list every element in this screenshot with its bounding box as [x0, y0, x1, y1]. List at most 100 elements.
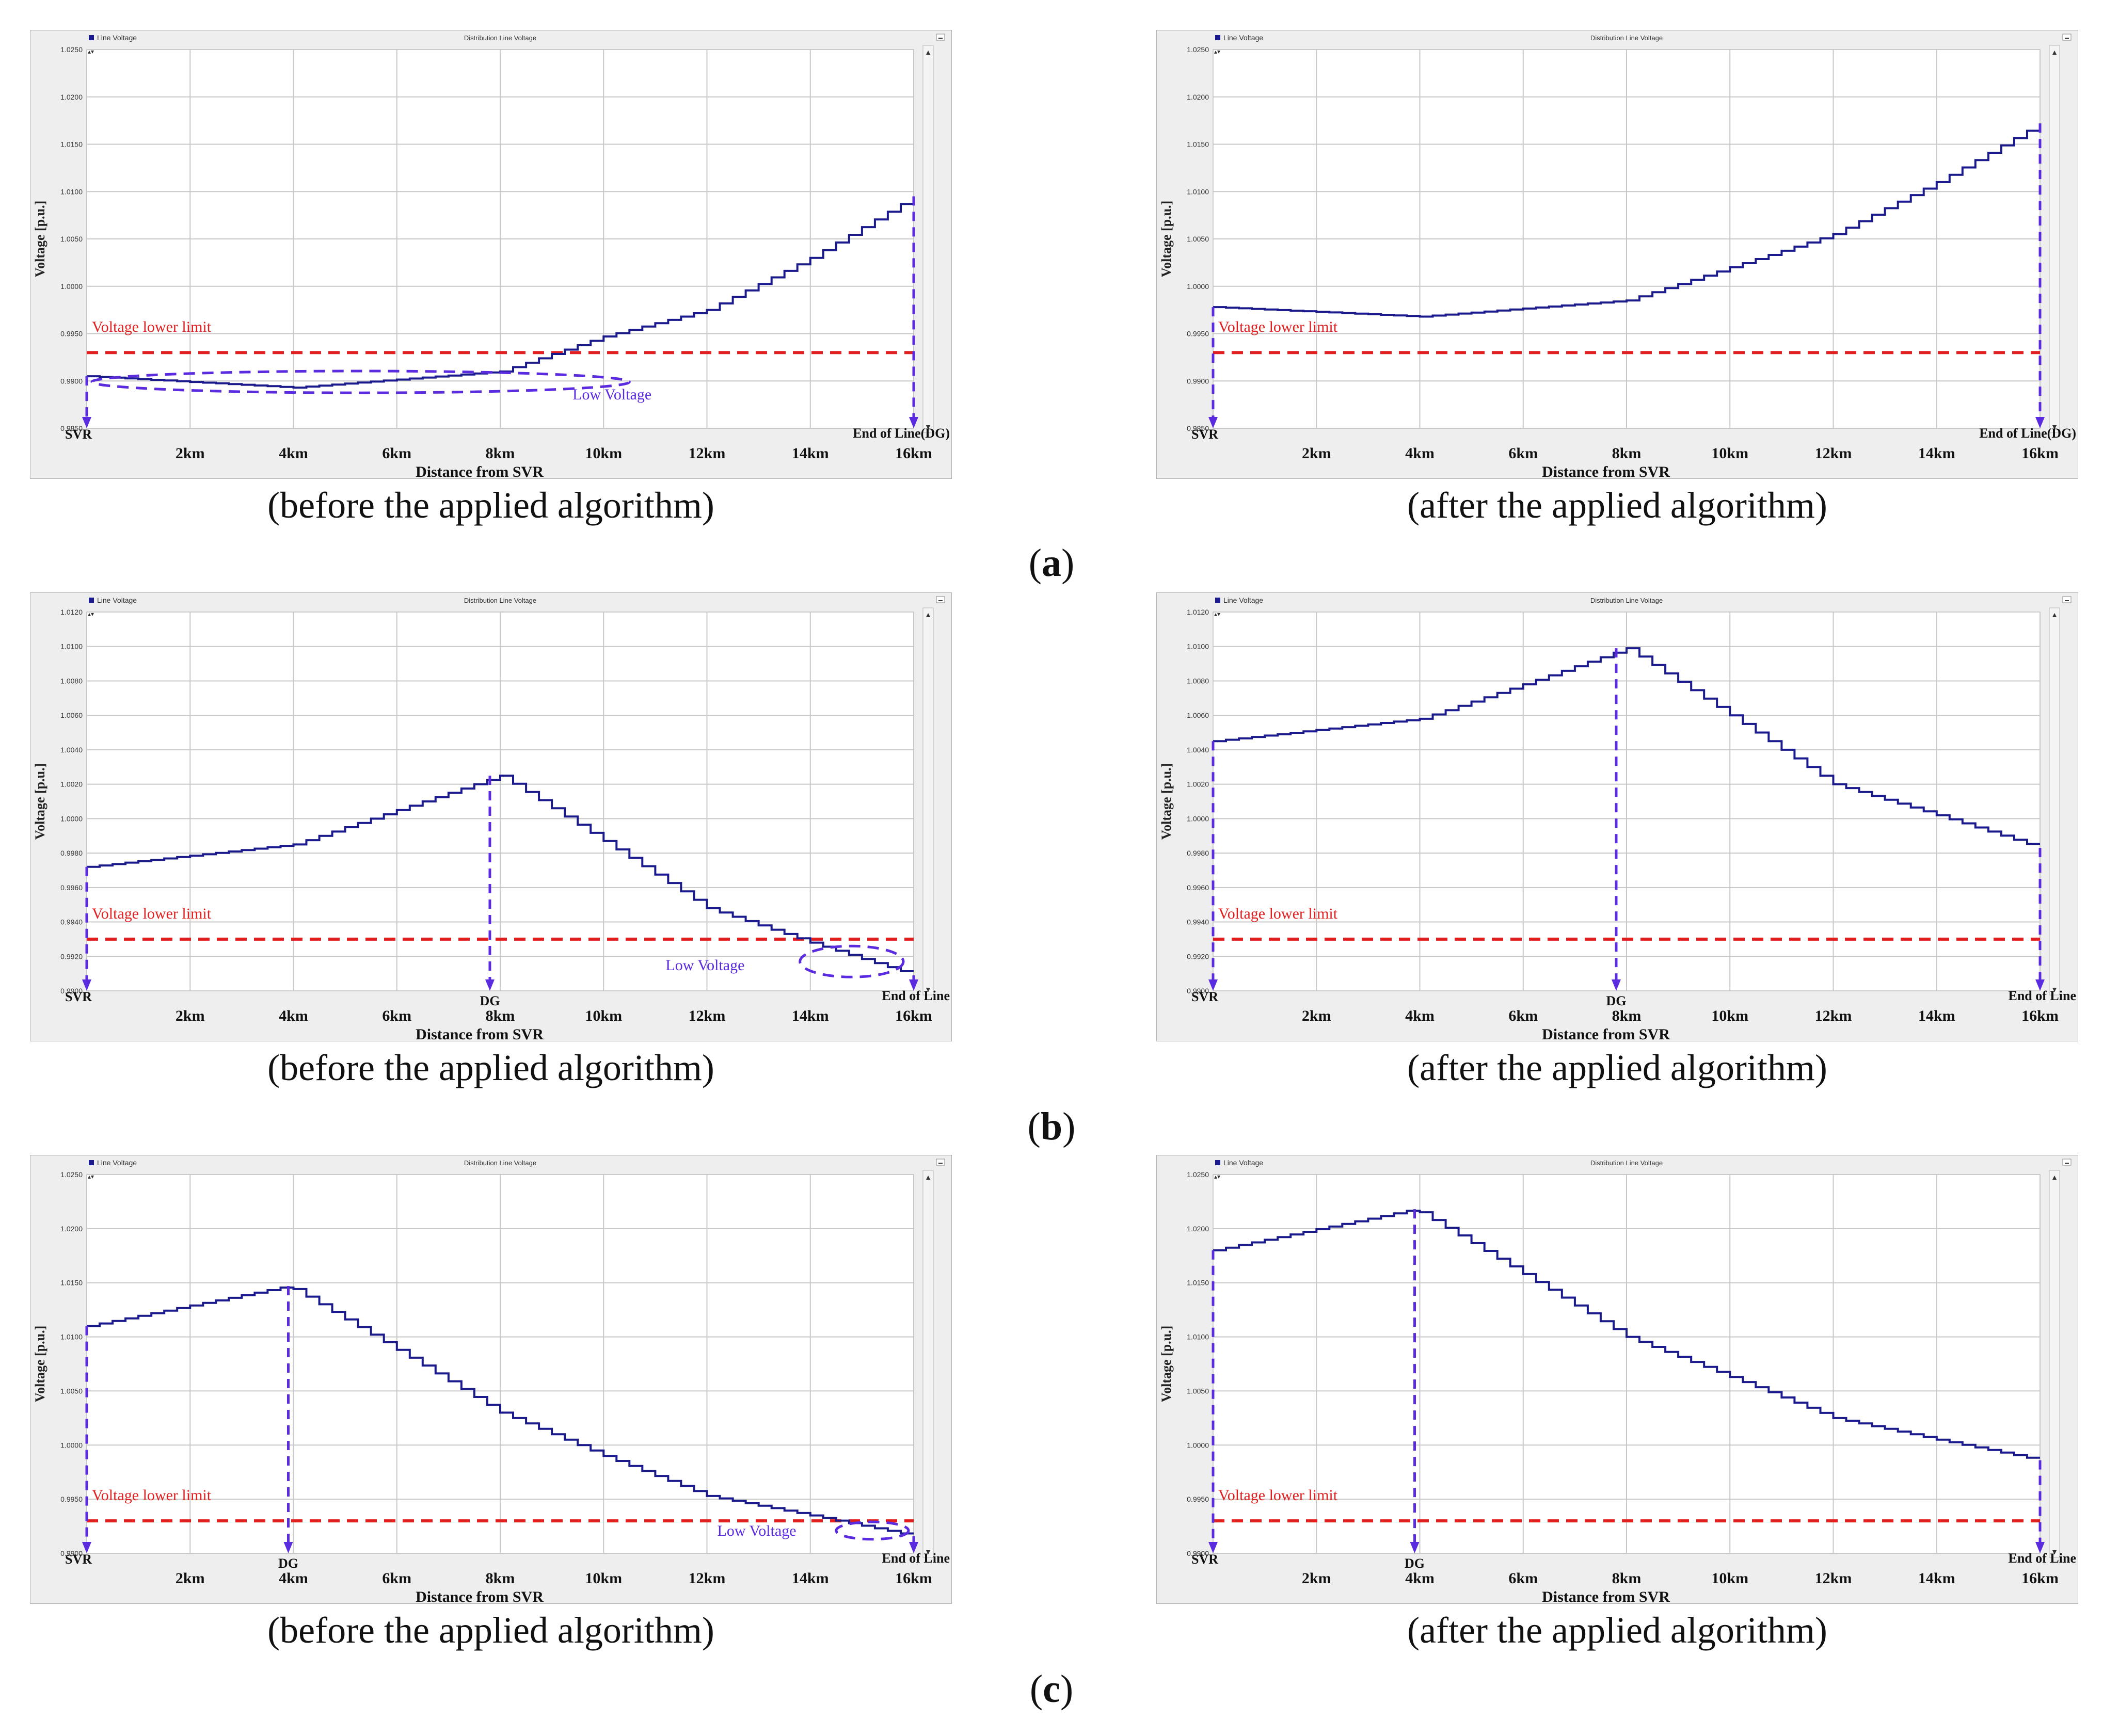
- caption-c-after: (after the applied algorithm): [1407, 1610, 1827, 1651]
- chart-b-before: Distribution Line Voltage ▲ ▼ ▴▾ 0.9900 0.992…: [30, 592, 952, 1041]
- x-tick-label: 8km: [486, 445, 515, 462]
- x-tick-label: 8km: [1612, 445, 1642, 462]
- y-axis-label: Voltage [p.u.]: [1159, 201, 1174, 278]
- x-tick-label: 6km: [382, 1570, 411, 1587]
- scroll-down-icon: ▼: [925, 1549, 932, 1556]
- x-tick-label: 10km: [1711, 445, 1748, 462]
- scrollbar: [2049, 607, 2060, 995]
- x-tick-label: 4km: [1405, 1007, 1435, 1024]
- y-tick-label: 1.0050: [60, 1387, 83, 1395]
- x-tick-label: 10km: [1711, 1007, 1748, 1024]
- caption-c-before: (before the applied algorithm): [267, 1610, 714, 1651]
- y-tick-label: 1.0150: [60, 1279, 83, 1287]
- y-tick-label: 1.0080: [60, 677, 83, 685]
- chart-c-after: Distribution Line Voltage ▲ ▼ ▴▾ 0.9900 0.995…: [1156, 1155, 2078, 1604]
- chart-window-title: Distribution Line Voltage: [1590, 1159, 1663, 1167]
- y-tick-label: 1.0100: [1187, 187, 1209, 196]
- line-voltage-series: [87, 775, 914, 972]
- chart-a-before: Distribution Line Voltage ▲ ▼ ▴▾ 0.9850 0.990…: [30, 30, 952, 479]
- marker-arrow-icon: [82, 417, 91, 428]
- y-tick-label: 1.0150: [1187, 1279, 1209, 1287]
- marker-label: End of Line: [2009, 988, 2077, 1003]
- x-tick-label: 14km: [792, 1570, 829, 1587]
- x-tick-label: 4km: [1405, 1570, 1435, 1587]
- x-axis-label: Distance from SVR: [1542, 1026, 1670, 1041]
- y-tick-label: 1.0060: [1187, 711, 1209, 719]
- x-tick-label: 12km: [1815, 445, 1852, 462]
- y-axis-label: Voltage [p.u.]: [33, 1326, 47, 1403]
- y-tick-label: 0.9920: [60, 952, 83, 960]
- legend-label: Line Voltage: [1223, 596, 1263, 604]
- y-tick-label: 1.0060: [60, 711, 83, 719]
- marker-arrow-icon: [283, 1542, 293, 1553]
- marker-label: DG: [1405, 1556, 1425, 1571]
- y-tick-label: 1.0040: [60, 746, 83, 754]
- marker-label: SVR: [1191, 427, 1218, 442]
- marker-arrow-icon: [909, 979, 918, 991]
- marker-label: SVR: [1191, 989, 1218, 1004]
- y-tick-label: 1.0050: [60, 235, 83, 243]
- voltage-lower-limit-label: Voltage lower limit: [92, 1487, 212, 1504]
- scroll-arrows-icon: ▴▾: [88, 48, 94, 55]
- x-tick-label: 14km: [1918, 445, 1955, 462]
- x-tick-label: 2km: [1302, 1570, 1331, 1587]
- x-tick-label: 6km: [382, 1007, 411, 1024]
- x-tick-label: 8km: [486, 1570, 515, 1587]
- y-tick-label: 1.0250: [60, 45, 83, 54]
- scroll-up-icon: ▲: [2051, 1174, 2058, 1182]
- y-tick-label: 1.0120: [1187, 608, 1209, 616]
- y-tick-label: 0.9920: [1187, 952, 1209, 960]
- y-tick-label: 0.9900: [60, 1549, 83, 1557]
- x-axis-label: Distance from SVR: [1542, 463, 1670, 479]
- caption-b-after: (after the applied algorithm): [1407, 1047, 1827, 1088]
- chart-c-before: Distribution Line Voltage ▲ ▼ ▴▾ 0.9900 0.995…: [30, 1155, 952, 1604]
- y-tick-label: 1.0250: [1187, 1170, 1209, 1179]
- scroll-up-icon: ▲: [2051, 612, 2058, 619]
- y-tick-label: 1.0050: [1187, 1387, 1209, 1395]
- y-axis-label: Voltage [p.u.]: [33, 763, 47, 840]
- y-tick-label: 1.0100: [60, 187, 83, 196]
- scrollbar: [922, 1170, 934, 1558]
- marker-arrow-icon: [1208, 979, 1218, 991]
- marker-arrow-icon: [82, 1542, 91, 1553]
- scroll-arrows-icon: ▴▾: [1214, 610, 1220, 618]
- x-tick-label: 16km: [2021, 1007, 2059, 1024]
- y-tick-label: 1.0150: [1187, 140, 1209, 149]
- marker-arrow-icon: [1611, 979, 1621, 991]
- low-voltage-label: Low Voltage: [718, 1522, 796, 1539]
- marker-label: SVR: [65, 1552, 92, 1567]
- x-tick-label: 6km: [1508, 445, 1538, 462]
- marker-arrow-icon: [82, 979, 91, 991]
- x-axis-label: Distance from SVR: [1542, 1588, 1670, 1604]
- y-tick-label: 0.9900: [1187, 987, 1209, 995]
- y-tick-label: 0.9900: [60, 377, 83, 385]
- line-voltage-series: [1213, 1210, 2040, 1459]
- x-tick-label: 14km: [792, 1007, 829, 1024]
- marker-label: SVR: [65, 427, 92, 442]
- x-tick-label: 12km: [689, 1570, 726, 1587]
- chart-b-after: Distribution Line Voltage ▲ ▼ ▴▾ 0.9900 0.992…: [1156, 592, 2078, 1041]
- y-tick-label: 0.9980: [60, 849, 83, 857]
- voltage-lower-limit-label: Voltage lower limit: [92, 318, 212, 335]
- x-tick-label: 6km: [1508, 1007, 1538, 1024]
- y-tick-label: 1.0000: [1187, 282, 1209, 291]
- y-tick-label: 0.9900: [60, 987, 83, 995]
- y-tick-label: 0.9960: [60, 883, 83, 892]
- y-tick-label: 0.9980: [1187, 849, 1209, 857]
- legend-label: Line Voltage: [97, 34, 137, 42]
- x-tick-label: 2km: [176, 1007, 205, 1024]
- y-tick-label: 0.9950: [1187, 1495, 1209, 1503]
- minimize-button: [936, 34, 945, 41]
- scroll-down-icon: ▼: [2051, 986, 2058, 994]
- scroll-arrows-icon: ▴▾: [1214, 1173, 1220, 1180]
- y-tick-label: 1.0100: [60, 642, 83, 651]
- y-axis-label: Voltage [p.u.]: [33, 201, 47, 278]
- y-tick-label: 1.0200: [60, 93, 83, 101]
- marker-arrow-icon: [1208, 1542, 1218, 1553]
- y-tick-label: 1.0040: [1187, 746, 1209, 754]
- x-tick-label: 2km: [1302, 1007, 1331, 1024]
- y-tick-label: 1.0200: [1187, 93, 1209, 101]
- scroll-arrows-icon: ▴▾: [88, 610, 94, 618]
- legend-swatch: [89, 35, 94, 40]
- x-tick-label: 6km: [382, 445, 411, 462]
